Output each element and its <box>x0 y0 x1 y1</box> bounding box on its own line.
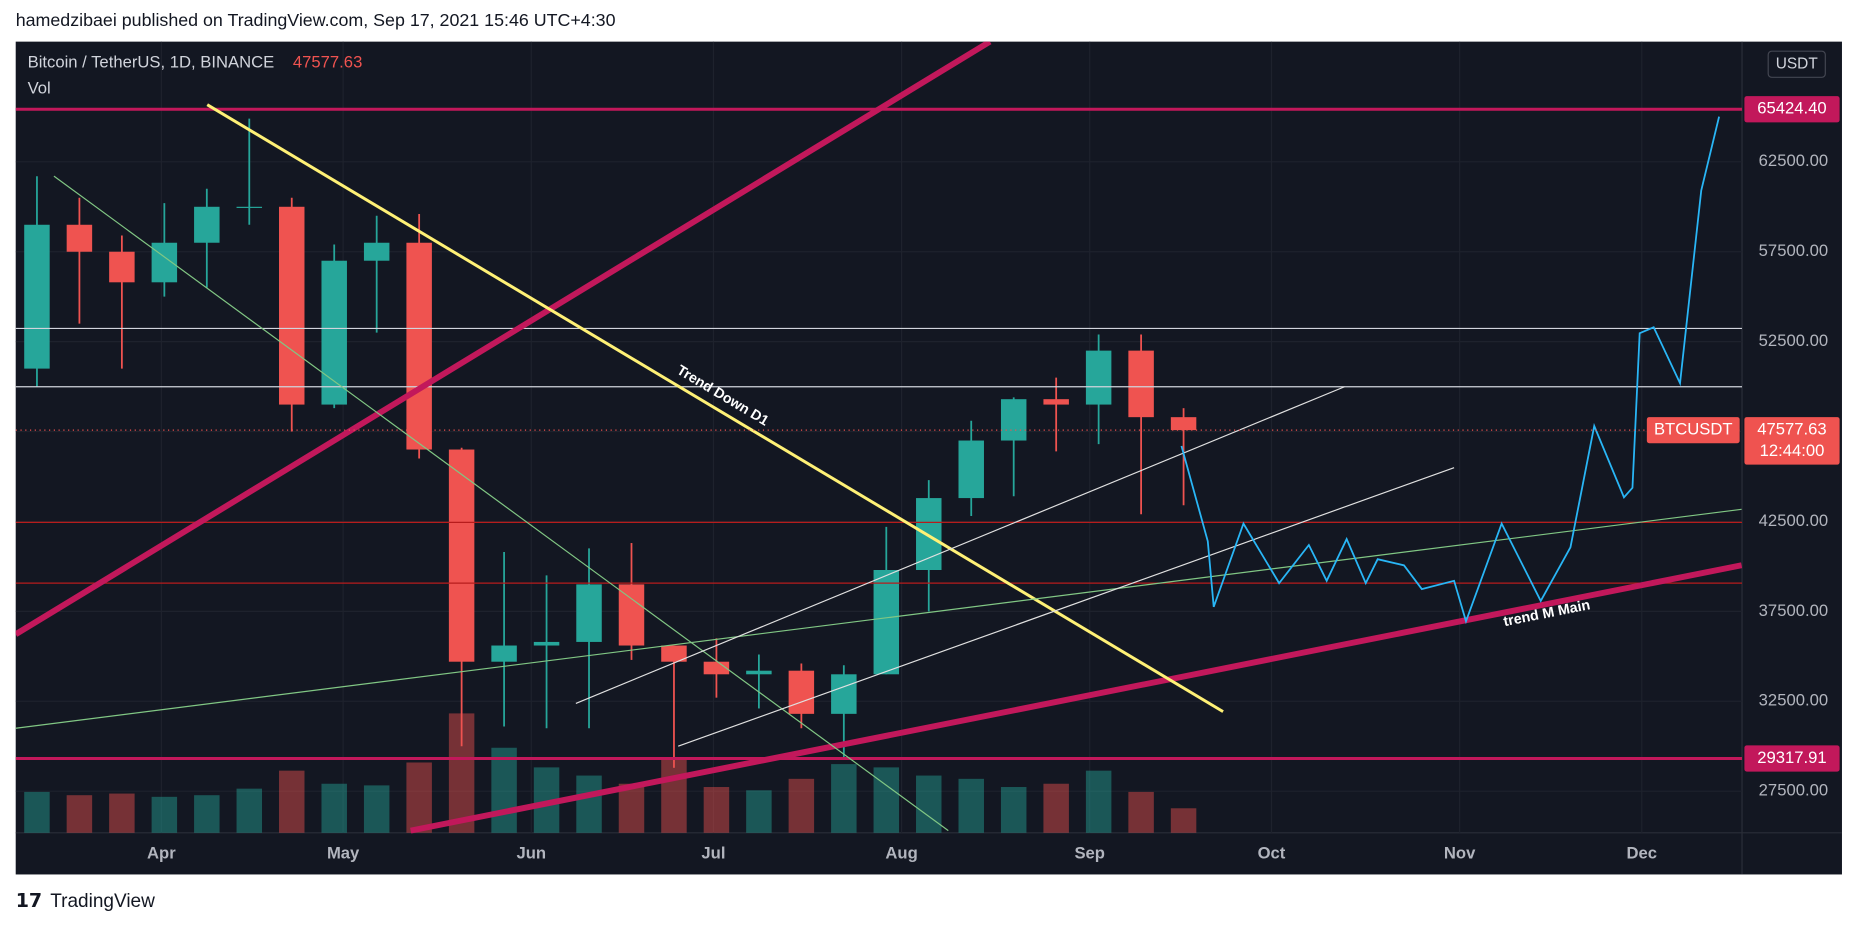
volume-label: Vol <box>28 79 51 98</box>
trend-line <box>410 562 1743 834</box>
candle-body <box>788 670 815 714</box>
ticker-tag <box>1646 417 1740 444</box>
brand-logo: 𝟭𝟳 <box>16 891 42 912</box>
price-tag <box>1744 96 1840 123</box>
x-tick-label: Nov <box>1444 844 1476 863</box>
volume-bar <box>661 759 687 833</box>
candle-body <box>873 570 900 675</box>
volume-bar <box>618 783 645 833</box>
volume-bar <box>1128 791 1154 833</box>
projection-path <box>1180 116 1720 625</box>
candle-body <box>703 661 730 675</box>
volume-bar <box>406 762 432 833</box>
volume-bar <box>1000 787 1027 833</box>
volume-bar <box>1043 783 1069 833</box>
candle-body <box>236 206 263 208</box>
volume-bar <box>831 764 857 833</box>
volume-bar <box>194 795 220 833</box>
countdown: 12:44:00 <box>1760 441 1825 460</box>
candle-body <box>746 670 772 675</box>
candle-body <box>958 440 984 499</box>
header: hamedzibaei published on TradingView.com… <box>16 10 616 30</box>
price-tag-label: 29317.91 <box>1757 748 1826 767</box>
volume-bar <box>236 788 263 833</box>
trend-line <box>678 467 1455 747</box>
volume-bar <box>703 787 730 833</box>
volume-bar <box>363 785 390 833</box>
candle-body <box>491 645 517 662</box>
candle-body <box>24 224 50 369</box>
y-tick-label: 37500.00 <box>1759 601 1828 620</box>
candle-body <box>916 498 942 571</box>
candle-body <box>1043 399 1069 405</box>
candle-body <box>279 206 305 405</box>
candle-body <box>194 206 220 243</box>
candle-body <box>661 645 687 662</box>
currency[interactable]: USDT <box>1776 55 1819 72</box>
x-tick-label: Oct <box>1258 844 1286 863</box>
volume-bar <box>788 778 815 833</box>
x-tick-label: Apr <box>147 844 176 863</box>
volume-bar <box>1170 808 1197 833</box>
volume-bar <box>873 767 900 833</box>
y-tick-label: 27500.00 <box>1759 781 1828 800</box>
x-tick-label: Sep <box>1074 844 1105 863</box>
candle-body <box>66 224 93 252</box>
currency-badge[interactable] <box>1767 50 1826 78</box>
volume-bar <box>321 783 347 833</box>
trend-line <box>15 508 1742 729</box>
x-tick-label: May <box>327 844 360 863</box>
volume-bar <box>66 795 93 833</box>
candle-body <box>618 584 645 646</box>
x-tick-label: Jun <box>516 844 546 863</box>
candle-body <box>576 584 602 642</box>
candle-body <box>1000 399 1027 441</box>
candle-body <box>1170 417 1197 431</box>
candle-body <box>321 260 347 405</box>
price-tag <box>1744 745 1840 772</box>
candle-body <box>406 242 432 450</box>
volume-bar <box>151 796 178 833</box>
x-tick-label: Aug <box>885 844 917 863</box>
x-tick-label: Jul <box>701 844 725 863</box>
chart-panel <box>15 41 1842 875</box>
volume-bar <box>746 790 772 833</box>
trend-line <box>15 41 992 637</box>
y-tick-label: 57500.00 <box>1759 241 1828 260</box>
last-price-tag <box>1744 417 1840 465</box>
volume-bar <box>958 778 984 833</box>
last-price-label: 47577.63 <box>1757 420 1826 439</box>
candle-body <box>1085 350 1112 405</box>
ticker: BTCUSDT <box>1654 420 1733 439</box>
volume-bar <box>491 747 517 833</box>
trend-line <box>53 175 949 832</box>
candle-body <box>1128 350 1154 418</box>
price-tag-label: 65424.40 <box>1757 99 1826 118</box>
candle-body <box>533 641 560 646</box>
brand: TradingView <box>50 891 155 912</box>
volume-bar <box>576 775 602 833</box>
volume-bar <box>109 793 135 833</box>
y-tick-label: 42500.00 <box>1759 511 1828 530</box>
candle-body <box>151 242 178 283</box>
symbol: Bitcoin / TetherUS, 1D, BINANCE <box>28 52 275 71</box>
y-tick-label: 32500.00 <box>1759 691 1828 710</box>
y-tick-label: 62500.00 <box>1759 151 1828 170</box>
candle-body <box>363 242 390 261</box>
legend-price: 47577.63 <box>293 52 362 71</box>
candle-body <box>448 449 475 662</box>
volume-bar <box>24 791 50 833</box>
x-tick-label: Dec <box>1627 844 1658 863</box>
volume-bar <box>279 770 305 833</box>
y-tick-label: 52500.00 <box>1759 331 1828 350</box>
volume-bar <box>1085 770 1112 833</box>
trend-line <box>575 386 1345 704</box>
candle-body <box>109 251 135 283</box>
candle-body <box>831 674 857 714</box>
volume-bar <box>916 775 942 833</box>
trend-line <box>206 103 1224 713</box>
